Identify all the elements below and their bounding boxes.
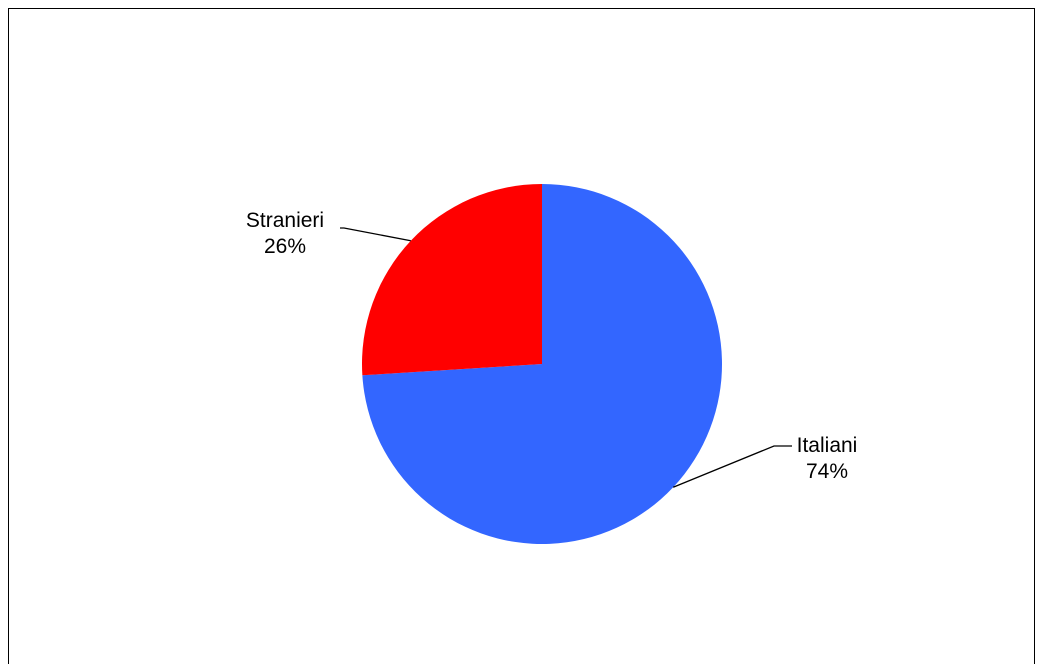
leader-line-italiani [672, 445, 792, 488]
slice-value-italiani: 74% [806, 460, 848, 483]
slice-value-stranieri: 26% [264, 235, 306, 258]
slice-labels: Italiani 74% Stranieri 26% [246, 209, 857, 483]
pie-chart: Italiani 74% Stranieri 26% [246, 184, 857, 545]
leader-lines [340, 227, 792, 488]
leader-line-stranieri [340, 227, 411, 242]
pie-slice-italiani [362, 184, 722, 545]
slice-label-italiani: Italiani [797, 434, 858, 457]
chart-frame: Italiani 74% Stranieri 26% [8, 8, 1035, 664]
slice-label-stranieri: Stranieri [246, 209, 324, 232]
pie-slices [362, 184, 722, 545]
pie-slice-stranieri [362, 184, 542, 376]
